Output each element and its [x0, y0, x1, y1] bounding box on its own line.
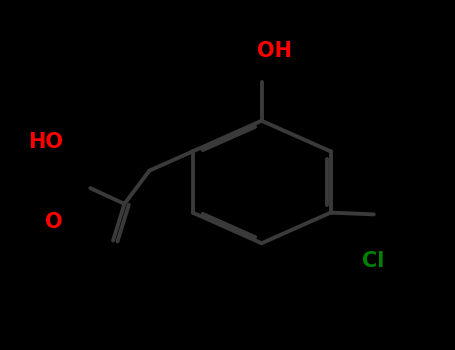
- Text: OH: OH: [257, 41, 292, 61]
- Text: Cl: Cl: [362, 251, 384, 271]
- Text: HO: HO: [28, 132, 63, 152]
- Text: O: O: [45, 212, 62, 232]
